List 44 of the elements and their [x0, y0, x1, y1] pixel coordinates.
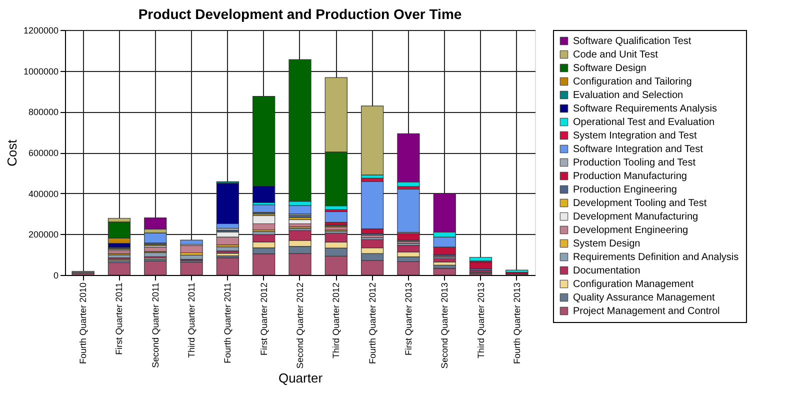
y-tick-label: 1200000	[23, 26, 58, 36]
legend-label: Software Integration and Test	[573, 144, 704, 155]
x-tick-label: Third Quarter 2011	[186, 282, 197, 358]
legend-label: Evaluation and Selection	[573, 90, 684, 101]
legend-label: System Design	[573, 238, 640, 250]
y-tick-label: 800000	[28, 107, 58, 118]
y-tick-label: 0	[53, 270, 58, 280]
legend-label: Software Qualification Test	[573, 36, 692, 47]
legend-label: Software Requirements Analysis	[573, 104, 717, 114]
legend-label: System Integration and Test	[573, 130, 697, 142]
y-tick-label: 1000000	[23, 66, 58, 76]
x-tick-label: Third Quarter 2012	[331, 282, 342, 359]
x-tick-label: First Quarter 2013	[403, 282, 414, 356]
legend-label: Documentation	[573, 266, 640, 276]
legend-label: Operational Test and Evaluation	[573, 117, 715, 128]
legend-label: Production Engineering	[573, 184, 677, 196]
legend-label: Development Engineering	[573, 225, 688, 236]
x-tick-label: Second Quarter 2012	[295, 282, 305, 369]
legend-label: Configuration Management	[573, 279, 694, 290]
legend-label: Development Tooling and Test	[573, 198, 707, 209]
chart-title: Product Development and Production Over Time	[138, 6, 462, 22]
y-tick-label: 200000	[28, 230, 58, 240]
x-tick-label: Fourth Quarter 2011	[222, 282, 233, 364]
x-tick-label: Third Quarter 2013	[476, 282, 486, 359]
y-tick-label: 600000	[28, 148, 58, 158]
legend-label: Software Design	[573, 63, 646, 74]
legend-label: Project Management and Control	[573, 306, 720, 317]
x-tick-label: First Quarter 2012	[258, 282, 269, 356]
y-tick-label: 400000	[28, 188, 58, 199]
x-tick-label: Second Quarter 2011	[150, 282, 160, 368]
x-axis-title: Quarter	[278, 370, 324, 386]
x-tick-label: Fourth Quarter 2013	[512, 282, 522, 364]
legend-label: Production Manufacturing	[573, 171, 687, 182]
legend-label: Quality Assurance Management	[573, 292, 715, 304]
x-tick-label: First Quarter 2011	[114, 282, 124, 355]
legend-label: Production Tooling and Test	[573, 158, 696, 168]
legend-label: Code and Unit Test	[573, 50, 658, 60]
y-axis-title: Cost	[4, 139, 20, 166]
x-tick-label: Fourth Quarter 2010	[78, 282, 88, 364]
x-tick-label: Second Quarter 2013	[440, 282, 450, 369]
x-tick-label: Fourth Quarter 2012	[367, 282, 378, 364]
legend-label: Configuration and Tailoring	[573, 76, 692, 88]
legend-label: Requirements Definition and Analysis	[573, 252, 739, 263]
legend-label: Development Manufacturing	[573, 212, 698, 222]
